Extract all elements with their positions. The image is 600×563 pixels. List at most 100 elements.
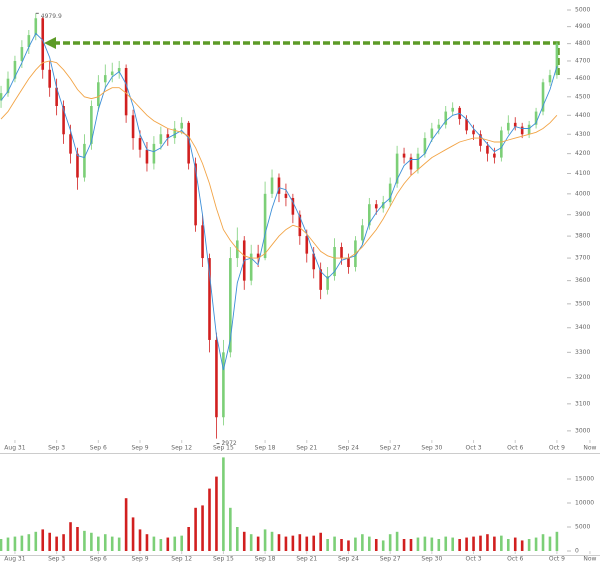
volume-bar (145, 534, 149, 551)
volume-bar (527, 539, 531, 551)
candle-body (117, 68, 121, 72)
volume-bar (103, 534, 107, 551)
volume-bar (124, 498, 128, 551)
candle-body (270, 177, 274, 194)
volume-bar (159, 539, 163, 551)
candle-body (249, 253, 253, 281)
x-tick-label-bottom: Sep 12 (171, 556, 192, 563)
volume-bar (437, 539, 441, 551)
candle-body (6, 78, 10, 94)
x-tick-label-bottom: Sep 9 (131, 556, 148, 563)
candle-body (298, 214, 302, 237)
candle-body (347, 258, 350, 268)
candle-body (534, 111, 538, 125)
y-tick-label: 4200 (575, 150, 590, 157)
candle-body (256, 253, 260, 259)
volume-bar (472, 536, 475, 551)
x-tick-label: Sep 6 (90, 445, 107, 452)
volume-bar (83, 530, 86, 551)
y-tick-label: 3400 (575, 324, 590, 331)
candle-body (0, 93, 3, 101)
volume-bar (340, 539, 343, 551)
x-tick-label-bottom: Sep 24 (338, 556, 359, 563)
x-tick-label-bottom: Oct 9 (549, 556, 565, 563)
volume-bar (215, 476, 218, 551)
volume-bar (187, 527, 190, 551)
volume-bar (48, 532, 51, 551)
y-tick-label: 3600 (575, 277, 590, 284)
y-tick-label: 3000 (575, 427, 590, 434)
candle-body (187, 122, 190, 164)
candle-body (368, 204, 371, 226)
candle-body (340, 247, 343, 259)
x-tick-label-bottom: Oct 3 (465, 556, 481, 563)
y-tick-label: 4800 (575, 40, 590, 47)
x-tick-label-bottom: Sep 21 (296, 556, 317, 563)
volume-bar (395, 531, 399, 551)
arrow-head (44, 37, 56, 49)
volume-bar (347, 540, 350, 551)
y-tick-label: 5000 (575, 6, 590, 13)
candle-body (416, 153, 420, 170)
y-tick-label: 3800 (575, 233, 590, 240)
candle-body (500, 130, 503, 158)
candle-body (180, 122, 184, 129)
volume-bar (361, 534, 364, 551)
volume-bar (27, 534, 31, 551)
volume-bar (55, 536, 58, 551)
candle-body (215, 339, 218, 418)
volume-bar (493, 536, 496, 551)
x-tick-label: Sep 24 (338, 445, 359, 452)
candle-body (423, 138, 427, 154)
x-tick-label: Sep 15 (213, 445, 234, 452)
x-tick-label: Sep 12 (171, 445, 192, 452)
x-tick-label-bottom: Sep 27 (380, 556, 401, 563)
candle-body (555, 43, 559, 76)
volume-bar (451, 537, 454, 551)
volume-bar (416, 537, 420, 551)
y-tick-label: 4000 (575, 190, 590, 197)
volume-bar (110, 536, 114, 551)
volume-bar (270, 531, 274, 551)
volume-bar (41, 529, 45, 551)
volume-bar (152, 536, 156, 551)
volume-bar (298, 534, 302, 551)
candle-body (409, 157, 413, 170)
y-tick-label: 4900 (575, 23, 590, 30)
volume-bar (486, 534, 489, 551)
volume-bar (229, 507, 232, 551)
candle-body (55, 87, 58, 107)
candle-body (361, 225, 364, 241)
volume-bar (235, 527, 239, 551)
y-tick-label: 3900 (575, 211, 590, 218)
candle-body (69, 134, 72, 154)
volume-bar (506, 539, 510, 551)
x-tick-label-bottom: Now (583, 556, 596, 563)
x-tick-label: Oct 6 (507, 445, 523, 452)
candle-body (34, 18, 38, 36)
x-tick-label-bottom: Sep 3 (48, 556, 65, 563)
x-tick-label-bottom: Sep 6 (90, 556, 107, 563)
x-tick-label: Oct 9 (549, 445, 565, 452)
candle-body (402, 153, 406, 158)
candle-body (277, 177, 281, 194)
volume-bar (354, 537, 357, 551)
y-tick-label: 4700 (575, 57, 590, 64)
volume-bar (97, 536, 100, 551)
x-tick-label: Sep 18 (255, 445, 276, 452)
candle-body (138, 138, 142, 150)
volume-tick-label: 5000 (575, 524, 590, 531)
candle-body (97, 82, 100, 107)
volume-bar (312, 535, 316, 551)
volume-bar (305, 536, 309, 551)
candle-body (527, 124, 531, 135)
candle-body (62, 106, 65, 135)
volume-bar (423, 536, 427, 551)
volume-bar (444, 536, 448, 551)
candle-body (513, 122, 517, 127)
volume-bar (69, 522, 72, 551)
volume-bar (138, 529, 142, 551)
volume-tick-label: 0 (575, 548, 579, 555)
volume-bar (465, 537, 468, 551)
